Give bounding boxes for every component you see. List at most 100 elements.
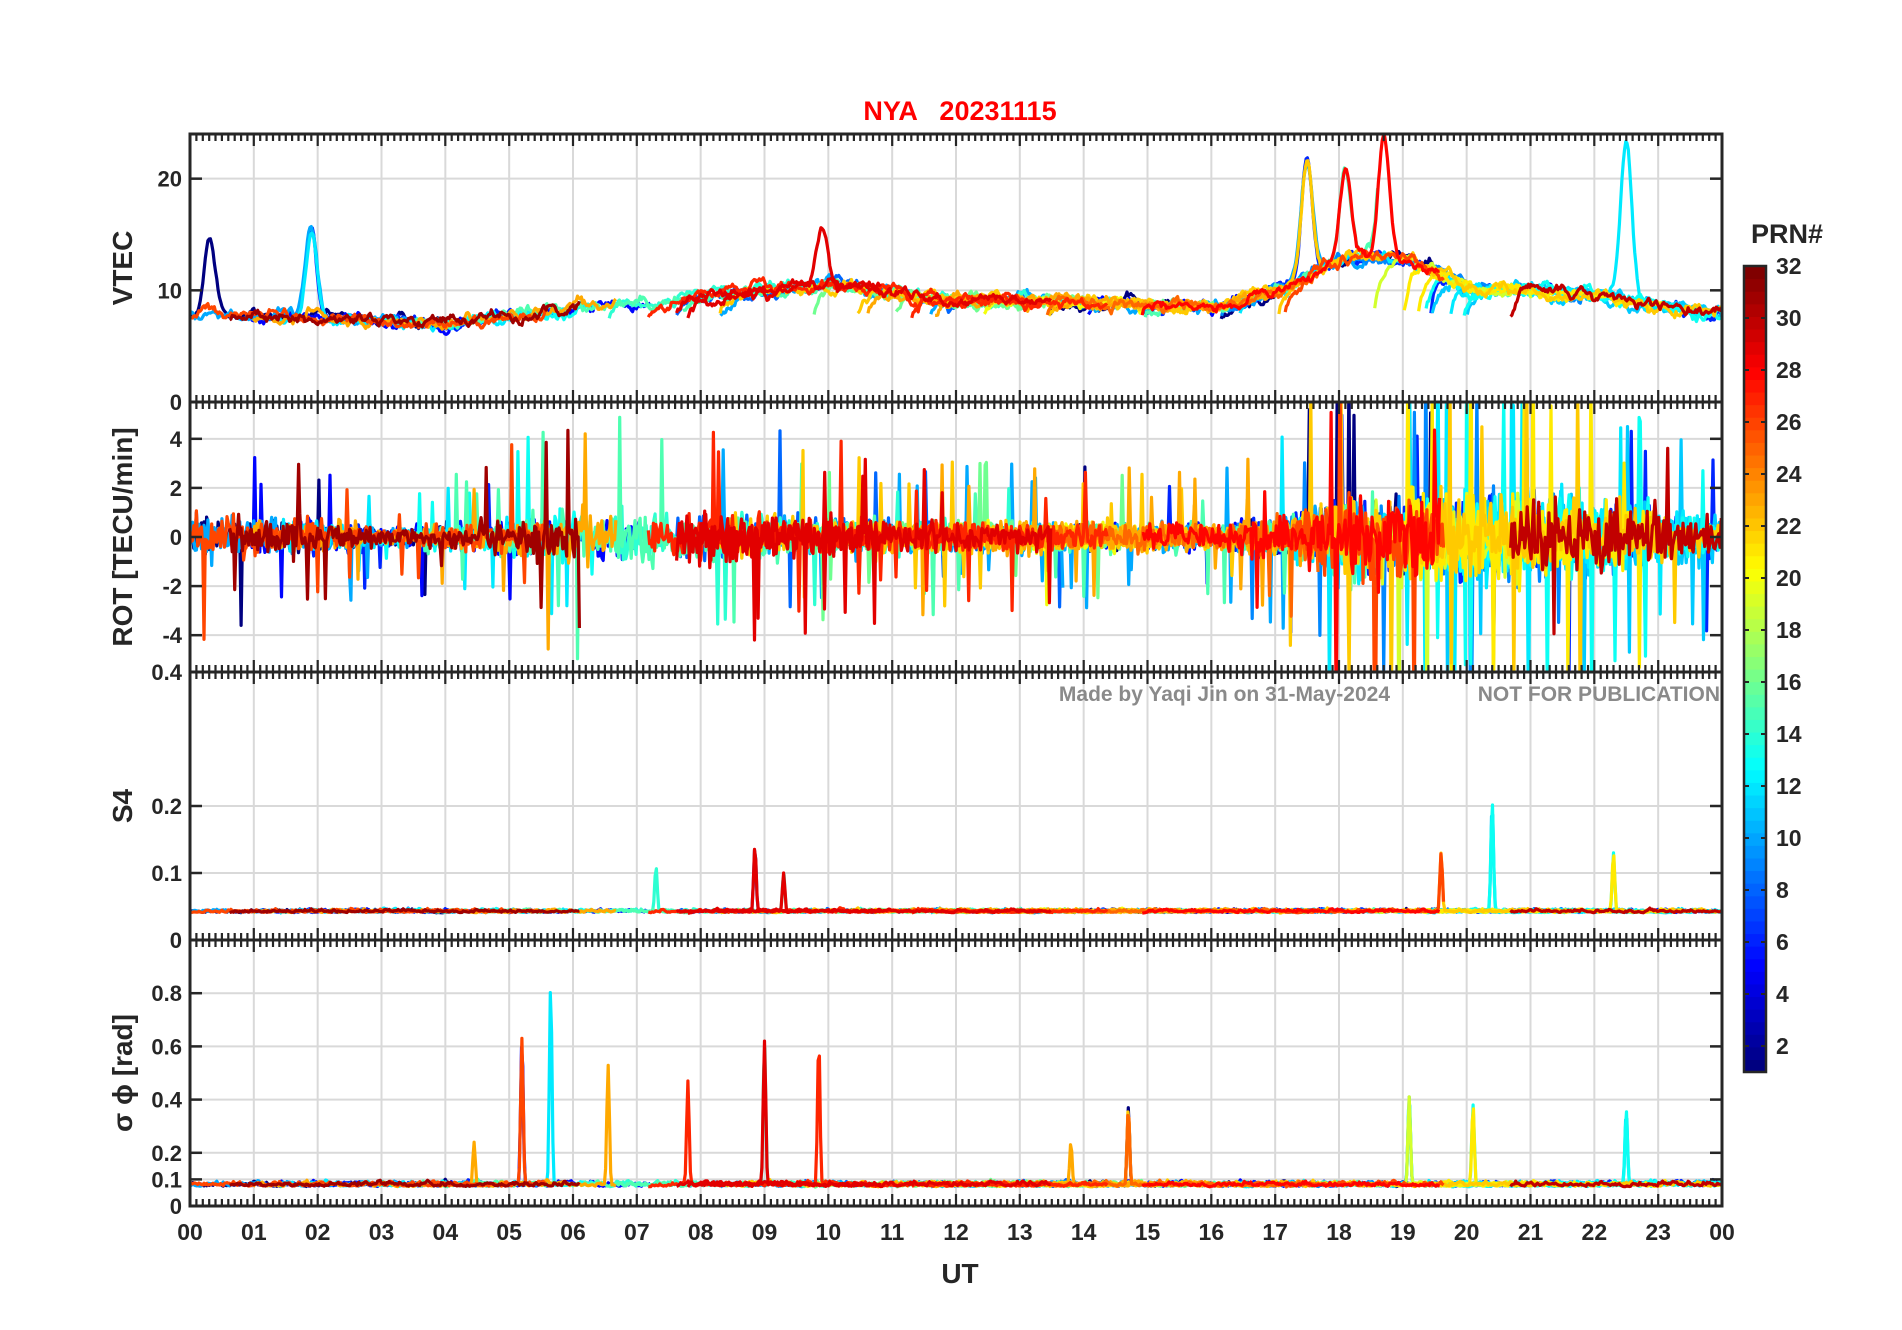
y-tick-label: 0.1	[151, 1167, 182, 1192]
x-tick-label: 13	[1007, 1219, 1033, 1245]
colorbar-segment	[1744, 996, 1766, 1010]
y-tick-label: 0	[170, 1194, 182, 1219]
watermark-right: NOT FOR PUBLICATION	[1478, 683, 1720, 706]
x-tick-label: 08	[688, 1219, 714, 1245]
colorbar-segment	[1744, 568, 1766, 582]
colorbar-tick-label: 26	[1776, 409, 1802, 435]
x-ticks	[188, 672, 1724, 940]
x-tick-label: 00	[177, 1219, 203, 1245]
x-ticks	[188, 402, 1724, 672]
panel-sigma_phi: 00.10.2 0.4 0.6 0.8 σ ϕ [rad]	[107, 938, 1724, 1219]
panel-rot: -4 -2 0 2 4 ROT [TECU/min]	[107, 400, 1724, 674]
y-tick-label: 4	[170, 427, 183, 452]
colorbar-segment	[1744, 983, 1766, 998]
colorbar-segment	[1744, 694, 1766, 708]
colorbar-segment	[1744, 1046, 1766, 1061]
colorbar-segment	[1744, 908, 1766, 922]
x-tick-label: 20	[1454, 1219, 1480, 1245]
x-axis-label: UT	[941, 1258, 978, 1289]
y-tick-label: 0.4	[151, 1088, 182, 1113]
colorbar-segment	[1744, 857, 1766, 872]
traces-rot	[190, 402, 1722, 672]
x-tick-label: 11	[880, 1219, 905, 1245]
trace-prn-31	[229, 907, 580, 915]
colorbar-segment	[1744, 719, 1766, 733]
colorbar-segment	[1744, 454, 1766, 469]
trace-prn-26	[190, 302, 548, 330]
colorbar-segment	[1744, 266, 1766, 280]
x-tick-label: 23	[1645, 1219, 1671, 1245]
colorbar-segment	[1744, 429, 1766, 443]
x-tick-label: 00	[1709, 1219, 1735, 1245]
colorbar-tick-label: 22	[1776, 513, 1802, 539]
colorbar-segment	[1744, 1009, 1766, 1023]
colorbar-segment	[1744, 606, 1766, 620]
colorbar-segment	[1744, 442, 1766, 456]
colorbar-segment	[1744, 656, 1766, 670]
x-tick-label: 14	[1071, 1219, 1097, 1245]
traces-sigma_phi	[190, 990, 1722, 1189]
colorbar-segment	[1744, 580, 1766, 595]
y-axis-label: σ ϕ [rad]	[107, 1014, 138, 1132]
colorbar-label: PRN#	[1751, 219, 1823, 249]
y-axis-label: ROT [TECU/min]	[107, 427, 138, 646]
y-tick-label: 20	[158, 167, 182, 192]
colorbar-segment	[1744, 643, 1766, 658]
x-ticks	[188, 134, 1724, 402]
colorbar-tick-label: 16	[1776, 669, 1802, 695]
colorbar-segment	[1744, 971, 1766, 985]
y-tick-label: 0.1	[151, 861, 182, 886]
x-tick-label: 06	[560, 1219, 586, 1245]
trace-prn-28	[1141, 1179, 1441, 1189]
trace-prn-29	[687, 871, 882, 915]
colorbar-segment	[1744, 316, 1766, 330]
trace-prn-31	[228, 300, 581, 329]
colorbar-segment	[1744, 291, 1766, 305]
colorbar-segment	[1744, 1059, 1766, 1073]
y-tick-label: -2	[162, 574, 182, 599]
y-tick-label: 0.2	[151, 1141, 182, 1166]
y-tick-label: 0	[170, 525, 182, 550]
x-tick-label: 10	[816, 1219, 842, 1245]
colorbar-segment	[1744, 870, 1766, 884]
colorbar-segment	[1744, 757, 1766, 771]
panel-s4: 0 0.1 0.2 0.4 S4	[107, 660, 1724, 953]
colorbar-tick-label: 20	[1776, 565, 1802, 591]
colorbar-segment	[1744, 618, 1766, 632]
y-tick-label: 10	[158, 278, 182, 303]
colorbar-segment	[1744, 744, 1766, 758]
y-tick-label: 0.8	[151, 981, 182, 1006]
colorbar-segment	[1744, 706, 1766, 720]
y-tick-label: 0.6	[151, 1034, 182, 1059]
colorbar-segment	[1744, 404, 1766, 418]
colorbar-segment	[1744, 933, 1766, 947]
colorbar-segment	[1744, 543, 1766, 557]
y-tick-label: -4	[162, 623, 182, 648]
colorbar-segment	[1744, 366, 1766, 380]
colorbar-frame	[1742, 264, 1768, 1074]
trace-prn-30	[1509, 906, 1722, 915]
colorbar-segment	[1744, 492, 1766, 506]
x-tick-label: 09	[752, 1219, 778, 1245]
x-tick-label: 04	[433, 1219, 459, 1245]
y-tick-label: 2	[170, 476, 182, 501]
colorbar-tick-label: 24	[1776, 461, 1802, 487]
colorbar-tick-label: 30	[1776, 305, 1802, 331]
trace-prn-30	[1509, 446, 1722, 636]
colorbar-segment	[1744, 895, 1766, 909]
x-tick-label: 17	[1262, 1219, 1288, 1245]
colorbar-segment	[1744, 278, 1766, 292]
x-tick-label: 15	[1135, 1219, 1161, 1245]
colorbar-tick-label: 4	[1776, 981, 1789, 1007]
colorbar-segment	[1744, 328, 1766, 343]
colorbar-segment	[1744, 946, 1766, 960]
y-tick-label: 0	[170, 390, 182, 415]
colorbar-segment	[1744, 530, 1766, 544]
colorbar-segment	[1744, 807, 1766, 821]
trace-prn-28	[1140, 134, 1441, 316]
traces-vtec	[190, 134, 1722, 336]
trace-prn-29	[686, 457, 883, 635]
y-axis-label: VTEC	[107, 231, 138, 306]
